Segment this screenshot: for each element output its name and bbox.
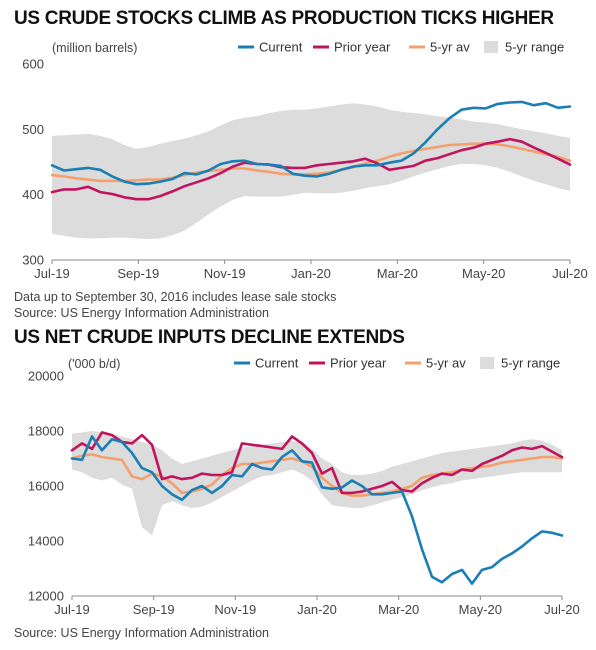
series-5yr-range-band bbox=[72, 431, 562, 536]
x-tick-label: Jul-20 bbox=[552, 266, 587, 281]
x-tick-label: May-20 bbox=[462, 266, 505, 281]
legend-label: Prior year bbox=[330, 356, 387, 371]
x-tick-label: Sep-19 bbox=[133, 602, 175, 617]
legend-label: 5-yr av bbox=[426, 356, 466, 371]
legend-item: Current bbox=[238, 40, 303, 55]
series-5yr-range-band bbox=[52, 103, 570, 240]
y-tick-label: 600 bbox=[22, 57, 44, 72]
y-tick-label: 16000 bbox=[28, 479, 64, 494]
y-tick-label: 14000 bbox=[28, 534, 64, 549]
y-unit-label: (million barrels) bbox=[52, 41, 137, 55]
y-tick-label: 12000 bbox=[28, 589, 64, 604]
y-tick-label: 300 bbox=[22, 253, 44, 268]
legend-label: 5-yr range bbox=[505, 40, 564, 55]
chart-1-stocks: 300 400 500 600 (million barrels) Jul-19 Sep-1… bbox=[22, 40, 587, 282]
y-unit-label: ('000 b/d) bbox=[68, 357, 120, 371]
x-tick-label: Jan-20 bbox=[297, 602, 337, 617]
x-tick-label: May-20 bbox=[459, 602, 502, 617]
legend-item: 5-yr av bbox=[405, 356, 466, 371]
y-tick-label: 500 bbox=[22, 122, 44, 137]
chart-1-footnote: Data up to September 30, 2016 includes l… bbox=[14, 290, 337, 304]
y-tick-label: 20000 bbox=[28, 369, 64, 384]
series-current-line bbox=[70, 435, 564, 585]
y-tick-label: 400 bbox=[22, 187, 44, 202]
legend-item: Prior year bbox=[313, 40, 391, 55]
legend-label: 5-yr range bbox=[501, 356, 560, 371]
legend-item: Prior year bbox=[309, 356, 387, 371]
series-prior-year-line bbox=[50, 137, 572, 201]
x-tick-label: Jan-20 bbox=[291, 266, 331, 281]
x-tick-label: Sep-19 bbox=[117, 266, 159, 281]
x-tick-label: Jul-19 bbox=[54, 602, 89, 617]
x-tick-label: Mar-20 bbox=[377, 266, 418, 281]
legend-swatch bbox=[484, 41, 498, 53]
series-prior-year-line bbox=[70, 431, 564, 495]
legend-label: Current bbox=[255, 356, 299, 371]
chart-2-title: US NET CRUDE INPUTS DECLINE EXTENDS bbox=[14, 327, 405, 348]
x-tick-label: Nov-19 bbox=[204, 266, 246, 281]
x-tick-label: Mar-20 bbox=[378, 602, 419, 617]
legend-label: Current bbox=[259, 40, 303, 55]
legend-item: 5-yr range bbox=[480, 356, 560, 371]
legend-label: 5-yr av bbox=[430, 40, 470, 55]
series-current-line bbox=[50, 100, 572, 186]
y-tick-label: 18000 bbox=[28, 424, 64, 439]
chart-2-inputs: 12000 14000 16000 18000 20000 ('000 b/d) Jul-1… bbox=[28, 356, 580, 618]
legend-label: Prior year bbox=[334, 40, 391, 55]
chart-2-source: Source: US Energy Information Administra… bbox=[14, 626, 269, 640]
x-tick-label: Jul-19 bbox=[34, 266, 69, 281]
legend-item: 5-yr av bbox=[409, 40, 470, 55]
chart-1-source: Source: US Energy Information Administra… bbox=[14, 306, 269, 320]
legend-swatch bbox=[480, 357, 494, 369]
chart-1-title: US CRUDE STOCKS CLIMB AS PRODUCTION TICK… bbox=[14, 8, 554, 29]
x-tick-label: Jul-20 bbox=[544, 602, 579, 617]
legend-item: 5-yr range bbox=[484, 40, 564, 55]
legend-item: Current bbox=[234, 356, 299, 371]
x-tick-label: Nov-19 bbox=[214, 602, 256, 617]
